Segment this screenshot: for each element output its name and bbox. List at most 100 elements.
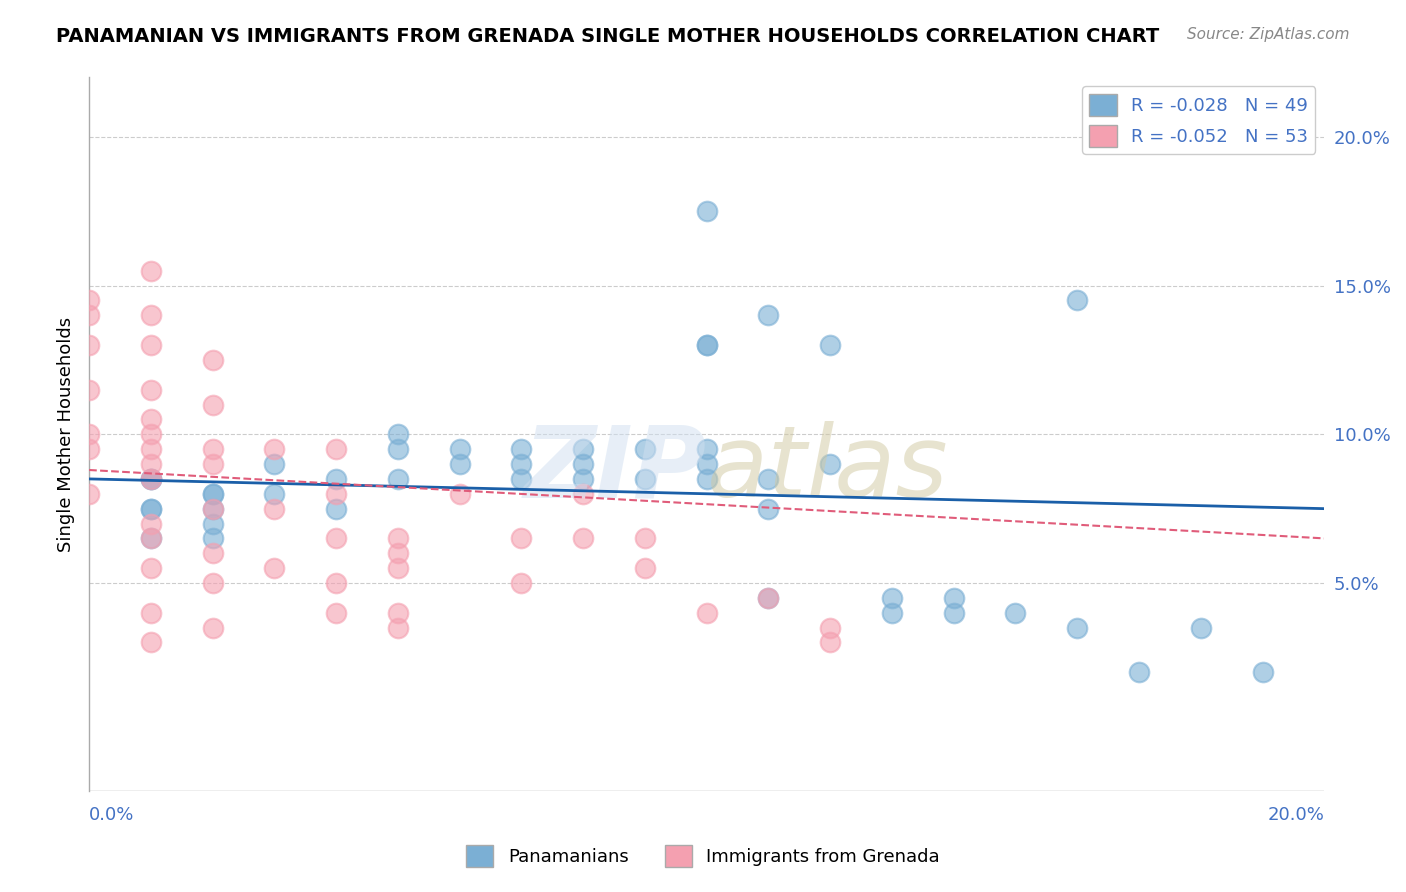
- Point: [77, 338, 100, 352]
- Point: [880, 606, 903, 620]
- Point: [139, 635, 162, 649]
- Point: [139, 457, 162, 471]
- Point: [201, 501, 224, 516]
- Point: [139, 472, 162, 486]
- Point: [696, 204, 718, 219]
- Point: [1128, 665, 1150, 680]
- Point: [139, 606, 162, 620]
- Text: 20.0%: 20.0%: [1267, 806, 1324, 824]
- Point: [696, 606, 718, 620]
- Legend: Panamanians, Immigrants from Grenada: Panamanians, Immigrants from Grenada: [458, 838, 948, 874]
- Point: [201, 516, 224, 531]
- Point: [325, 442, 347, 457]
- Point: [1066, 293, 1088, 308]
- Point: [510, 457, 533, 471]
- Point: [77, 442, 100, 457]
- Point: [139, 561, 162, 575]
- Point: [325, 487, 347, 501]
- Point: [758, 501, 780, 516]
- Point: [139, 501, 162, 516]
- Point: [263, 561, 285, 575]
- Point: [510, 472, 533, 486]
- Point: [201, 576, 224, 591]
- Point: [201, 353, 224, 368]
- Point: [139, 442, 162, 457]
- Point: [139, 427, 162, 442]
- Point: [510, 576, 533, 591]
- Point: [139, 472, 162, 486]
- Point: [387, 427, 409, 442]
- Legend: R = -0.028   N = 49, R = -0.052   N = 53: R = -0.028 N = 49, R = -0.052 N = 53: [1083, 87, 1315, 154]
- Point: [758, 591, 780, 605]
- Point: [818, 457, 841, 471]
- Point: [634, 442, 657, 457]
- Point: [325, 472, 347, 486]
- Point: [942, 591, 965, 605]
- Point: [758, 309, 780, 323]
- Point: [1189, 621, 1212, 635]
- Point: [696, 338, 718, 352]
- Point: [818, 635, 841, 649]
- Point: [634, 472, 657, 486]
- Point: [387, 546, 409, 560]
- Point: [572, 487, 595, 501]
- Point: [325, 532, 347, 546]
- Point: [634, 532, 657, 546]
- Point: [387, 532, 409, 546]
- Point: [696, 472, 718, 486]
- Point: [510, 532, 533, 546]
- Point: [201, 442, 224, 457]
- Point: [1251, 665, 1274, 680]
- Point: [201, 457, 224, 471]
- Point: [449, 487, 471, 501]
- Point: [572, 532, 595, 546]
- Point: [139, 516, 162, 531]
- Text: Source: ZipAtlas.com: Source: ZipAtlas.com: [1187, 27, 1350, 42]
- Point: [263, 487, 285, 501]
- Point: [572, 442, 595, 457]
- Point: [77, 427, 100, 442]
- Point: [201, 501, 224, 516]
- Point: [387, 561, 409, 575]
- Point: [818, 621, 841, 635]
- Point: [510, 442, 533, 457]
- Point: [634, 561, 657, 575]
- Point: [201, 398, 224, 412]
- Point: [387, 606, 409, 620]
- Point: [77, 293, 100, 308]
- Point: [449, 457, 471, 471]
- Point: [696, 338, 718, 352]
- Point: [880, 591, 903, 605]
- Point: [325, 576, 347, 591]
- Point: [77, 487, 100, 501]
- Point: [942, 606, 965, 620]
- Point: [201, 532, 224, 546]
- Point: [449, 442, 471, 457]
- Y-axis label: Single Mother Households: Single Mother Households: [58, 317, 75, 552]
- Point: [201, 487, 224, 501]
- Point: [387, 442, 409, 457]
- Point: [696, 457, 718, 471]
- Point: [818, 338, 841, 352]
- Point: [572, 472, 595, 486]
- Point: [325, 501, 347, 516]
- Point: [139, 338, 162, 352]
- Point: [572, 457, 595, 471]
- Point: [696, 442, 718, 457]
- Point: [263, 501, 285, 516]
- Text: ZIP: ZIP: [523, 422, 707, 518]
- Point: [201, 621, 224, 635]
- Point: [77, 383, 100, 397]
- Point: [387, 472, 409, 486]
- Point: [1004, 606, 1026, 620]
- Point: [139, 264, 162, 278]
- Point: [139, 383, 162, 397]
- Point: [1066, 621, 1088, 635]
- Text: PANAMANIAN VS IMMIGRANTS FROM GRENADA SINGLE MOTHER HOUSEHOLDS CORRELATION CHART: PANAMANIAN VS IMMIGRANTS FROM GRENADA SI…: [56, 27, 1160, 45]
- Point: [139, 412, 162, 426]
- Point: [77, 309, 100, 323]
- Text: atlas: atlas: [707, 422, 948, 518]
- Point: [139, 309, 162, 323]
- Point: [139, 501, 162, 516]
- Point: [139, 472, 162, 486]
